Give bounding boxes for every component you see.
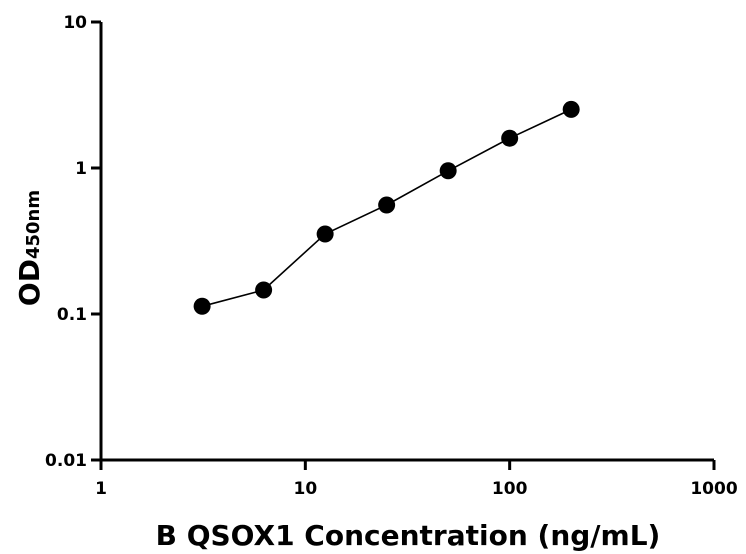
x-tick-label: 100 [492, 479, 528, 499]
x-tick-label: 1 [95, 479, 107, 499]
y-tick-label: 0.01 [45, 451, 87, 471]
data-point [193, 297, 211, 315]
axes-layer: 0.01 0.1 1 10 1 10 100 1000 [45, 13, 738, 499]
y-axis-title: OD450nm [13, 190, 46, 306]
data-point [439, 162, 457, 180]
y-tick-label: 10 [63, 13, 87, 33]
x-tick-label: 1000 [690, 479, 737, 499]
data-point [316, 225, 334, 243]
y-tick-label: 0.1 [57, 305, 87, 325]
data-point [255, 281, 273, 299]
y-axis-title-main: OD [13, 259, 46, 306]
data-point [378, 196, 396, 214]
y-tick-label: 1 [75, 159, 87, 179]
x-tick-label: 10 [293, 479, 317, 499]
y-axis-title-subscript: 450nm [23, 190, 44, 259]
y-axis-ticks: 0.01 0.1 1 10 [45, 13, 101, 471]
data-points-layer [193, 100, 580, 315]
x-axis-title: B QSOX1 Concentration (ng/mL) [156, 519, 661, 552]
data-point [501, 129, 519, 147]
x-axis-ticks: 1 10 100 1000 [95, 460, 738, 499]
data-point [562, 100, 580, 118]
